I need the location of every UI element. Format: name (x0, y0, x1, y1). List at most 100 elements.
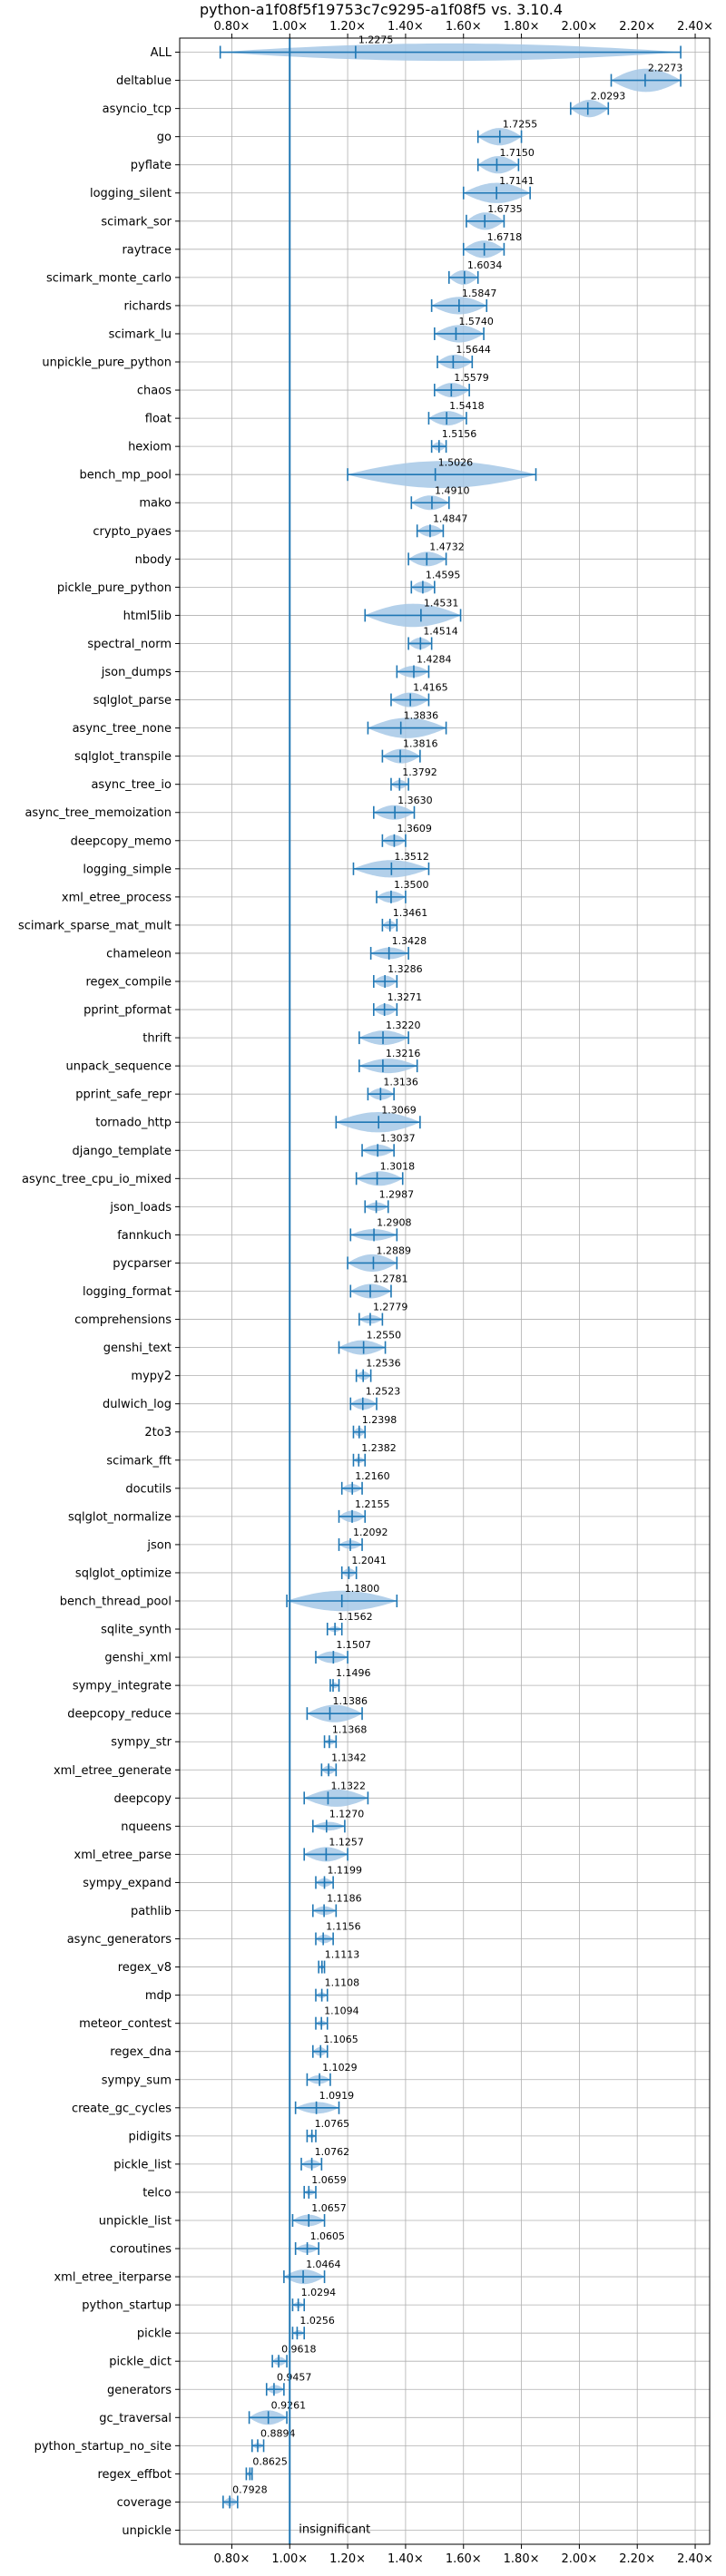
value-label-python_startup_no_site: 0.8894 (260, 2427, 296, 2439)
range-coverage (222, 2495, 239, 2509)
value-label-deepcopy: 1.1322 (330, 1780, 366, 1791)
x-tick-label: 1.20× (329, 2552, 366, 2566)
value-label-unpack_sequence: 1.3216 (386, 1048, 421, 1059)
range-thrift (358, 1031, 409, 1045)
range-tornado_http (335, 1116, 421, 1129)
range-asyncio_tcp (570, 102, 610, 115)
range-scimark_fft (352, 1453, 367, 1467)
range-meteor_contest (315, 2016, 329, 2030)
y-tick-label: dulwich_log (103, 1398, 172, 1411)
x-tick-label: 1.40× (388, 2552, 424, 2566)
value-label-sympy_str: 1.1368 (332, 1723, 368, 1735)
y-tick-label: scimark_sor (101, 215, 172, 229)
range-regex_effbot (245, 2467, 253, 2481)
value-label-sqlite_synth: 1.1562 (338, 1611, 373, 1623)
value-label-xml_etree_process: 1.3500 (394, 879, 429, 891)
range-scimark_lu (434, 327, 485, 340)
range-bench_thread_pool (286, 1594, 398, 1607)
y-tick-label: scimark_sparse_mat_mult (18, 919, 172, 932)
value-label-thrift: 1.3220 (386, 1020, 421, 1031)
range-async_tree_cpu_io_mixed (355, 1172, 404, 1186)
range-logging_simple (352, 862, 430, 875)
y-tick-label: generators (107, 2384, 172, 2397)
x-tick-label: 1.40× (388, 20, 424, 34)
value-label-raytrace: 1.6718 (487, 231, 523, 243)
y-tick-label: deepcopy_memo (71, 834, 172, 848)
y-tick-label: meteor_contest (79, 2017, 172, 2031)
value-label-pickle_pure_python: 1.4595 (426, 569, 461, 581)
y-tick-label: async_tree_memoization (25, 806, 172, 820)
range-bars (219, 45, 682, 2509)
y-tick-label: unpack_sequence (65, 1060, 172, 1074)
value-label-asyncio_tcp: 2.0293 (591, 91, 626, 102)
x-tick-label: 1.60× (446, 20, 482, 34)
range-json (338, 1537, 363, 1551)
y-tick-label: scimark_lu (109, 327, 172, 341)
value-label-mypy2: 1.2536 (366, 1358, 401, 1370)
value-label-pickle: 1.0256 (299, 2315, 335, 2327)
y-tick-label: tornado_http (95, 1117, 172, 1130)
x-tick-label: 0.80× (214, 2552, 250, 2566)
y-tick-label: pidigits (129, 2130, 172, 2143)
x-tick-label: 2.00× (561, 2552, 597, 2566)
value-label-json_loads: 1.2987 (379, 1188, 415, 1200)
value-label-logging_format: 1.2781 (373, 1273, 408, 1285)
y-tick-label: regex_v8 (118, 1961, 172, 1975)
value-label-coverage: 0.7928 (232, 2483, 268, 2495)
range-genshi_xml (315, 1651, 348, 1664)
range-sympy_integrate (329, 1679, 340, 1693)
value-label-richards: 1.5847 (462, 288, 497, 299)
range-generators (265, 2383, 285, 2396)
x-tick-label: 1.20× (329, 20, 366, 34)
value-label-go: 1.7255 (503, 119, 538, 131)
value-label-pickle_dict: 0.9618 (281, 2343, 317, 2355)
y-tick-label: 2to3 (144, 1426, 172, 1439)
y-tick-label: gc_traversal (99, 2412, 172, 2425)
y-tick-label: async_tree_cpu_io_mixed (22, 1173, 172, 1186)
y-tick-label: nqueens (121, 1820, 172, 1834)
y-tick-label: mdp (145, 1989, 172, 2003)
y-tick-label: sympy_expand (83, 1877, 172, 1890)
range-deepcopy_memo (381, 834, 407, 847)
value-label-pprint_safe_repr: 1.3136 (383, 1076, 418, 1088)
range-mypy2 (355, 1369, 372, 1382)
y-tick-label: async_tree_io (91, 778, 172, 792)
value-label-regex_v8: 1.1113 (325, 1949, 360, 1961)
range-mako (410, 496, 450, 510)
value-label-async_tree_cpu_io_mixed: 1.3018 (380, 1160, 416, 1172)
value-label-pyflate: 1.7150 (499, 147, 535, 159)
y-tick-label: asyncio_tcp (103, 102, 172, 116)
y-tick-label: sqlglot_transpile (74, 750, 172, 764)
x-tick-label: 2.40× (677, 20, 713, 34)
value-label-scimark_fft: 1.2382 (361, 1442, 397, 1454)
value-label-deepcopy_reduce: 1.1386 (332, 1695, 368, 1707)
value-label-deepcopy_memo: 1.3609 (397, 823, 432, 834)
value-label-deltablue: 2.2273 (648, 63, 683, 74)
y-tick-label: pprint_safe_repr (75, 1088, 172, 1102)
y-tick-label: sympy_integrate (73, 1680, 172, 1693)
value-label-tornado_http: 1.3069 (381, 1104, 417, 1116)
y-tick-label: scimark_monte_carlo (46, 271, 172, 285)
value-label-html5lib: 1.4531 (424, 597, 459, 609)
y-tick-label: bench_mp_pool (79, 469, 172, 483)
range-regex_dna (311, 2044, 329, 2058)
y-tick-label: telco (142, 2186, 172, 2200)
value-label-pprint_pformat: 1.3271 (388, 991, 423, 1003)
y-tick-label: go (157, 131, 172, 144)
x-tick-label: 1.80× (504, 2552, 540, 2566)
value-label-hexiom: 1.5156 (442, 428, 477, 440)
x-tick-label: 1.00× (271, 20, 308, 34)
y-tick-label: pickle_list (113, 2158, 172, 2171)
value-label-generators: 0.9457 (277, 2371, 312, 2383)
range-pickle_pure_python (410, 581, 436, 594)
y-tick-label: async_tree_none (73, 722, 172, 736)
value-label-django_template: 1.3037 (380, 1132, 416, 1144)
y-tick-label: unpickle_list (99, 2214, 172, 2228)
y-tick-label: hexiom (128, 441, 172, 454)
range-unpack_sequence (358, 1059, 418, 1073)
chart-title: python-a1f08f5f19753c7c9295-a1f08f5 vs. … (200, 1, 563, 18)
y-tick-label: float (145, 413, 172, 426)
y-tick-label: fannkuch (117, 1229, 172, 1243)
